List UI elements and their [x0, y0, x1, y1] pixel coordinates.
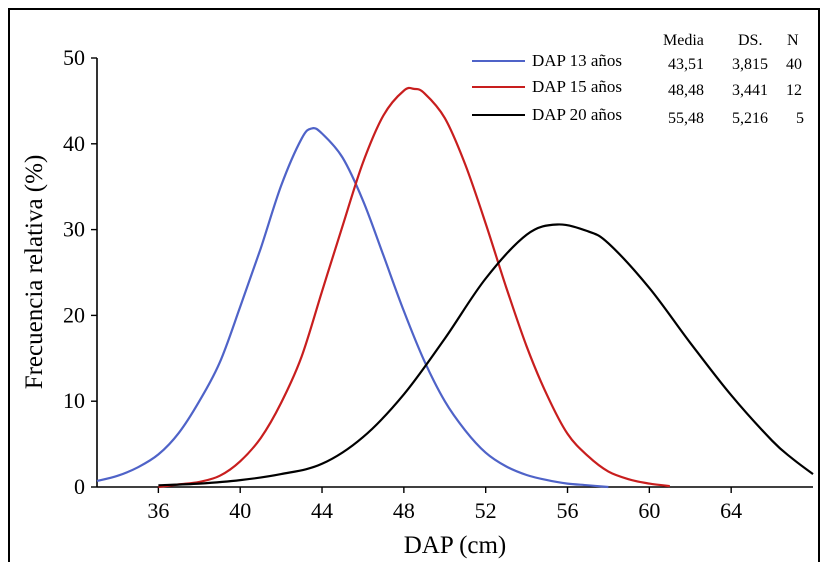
y-axis-title: Frecuencia relativa (%) — [21, 155, 48, 390]
stat-ds-dap20: 5,216 — [732, 110, 768, 127]
y-tick-label: 40 — [63, 131, 85, 156]
series-line-dap20 — [158, 223, 814, 487]
legend-label-dap15: DAP 15 años — [532, 77, 622, 96]
axes — [96, 58, 813, 488]
legend: Media DS. N DAP 13 años 43,51 3,815 40 D… — [472, 32, 804, 127]
y-tick-label: 0 — [74, 474, 85, 499]
legend-label-dap13: DAP 13 años — [532, 51, 622, 70]
stats-header-ds: DS. — [738, 32, 762, 49]
x-tick-label: 44 — [311, 498, 333, 523]
y-tick-label: 10 — [63, 388, 85, 413]
chart-frame — [8, 8, 820, 562]
y-tick-label: 20 — [63, 302, 85, 327]
series-line-dap13 — [96, 127, 609, 489]
x-tick-label: 52 — [475, 498, 497, 523]
stat-n-dap15: 12 — [786, 82, 802, 99]
stats-header-media: Media — [663, 32, 704, 49]
y-ticks: 0 10 20 30 40 50 — [63, 45, 97, 499]
x-tick-label: 36 — [147, 498, 169, 523]
y-tick-label: 30 — [63, 217, 85, 242]
stats-header-n: N — [787, 32, 799, 49]
x-tick-label: 64 — [720, 498, 742, 523]
stat-ds-dap13: 3,815 — [732, 56, 768, 73]
stat-media-dap20: 55,48 — [668, 110, 704, 127]
x-axis-title: DAP (cm) — [404, 532, 507, 559]
x-tick-label: 40 — [229, 498, 251, 523]
x-tick-label: 56 — [557, 498, 579, 523]
x-tick-label: 48 — [393, 498, 415, 523]
series-lines — [96, 86, 814, 489]
series-line-dap15 — [158, 86, 670, 489]
stat-n-dap13: 40 — [786, 56, 802, 73]
stat-ds-dap15: 3,441 — [732, 82, 768, 99]
x-ticks: 36 40 44 48 52 56 60 64 — [147, 487, 742, 523]
stat-n-dap20: 5 — [796, 110, 804, 127]
x-tick-label: 60 — [638, 498, 660, 523]
y-tick-label: 50 — [63, 45, 85, 70]
legend-label-dap20: DAP 20 años — [532, 105, 622, 124]
stat-media-dap13: 43,51 — [668, 56, 704, 73]
stat-media-dap15: 48,48 — [668, 82, 704, 99]
